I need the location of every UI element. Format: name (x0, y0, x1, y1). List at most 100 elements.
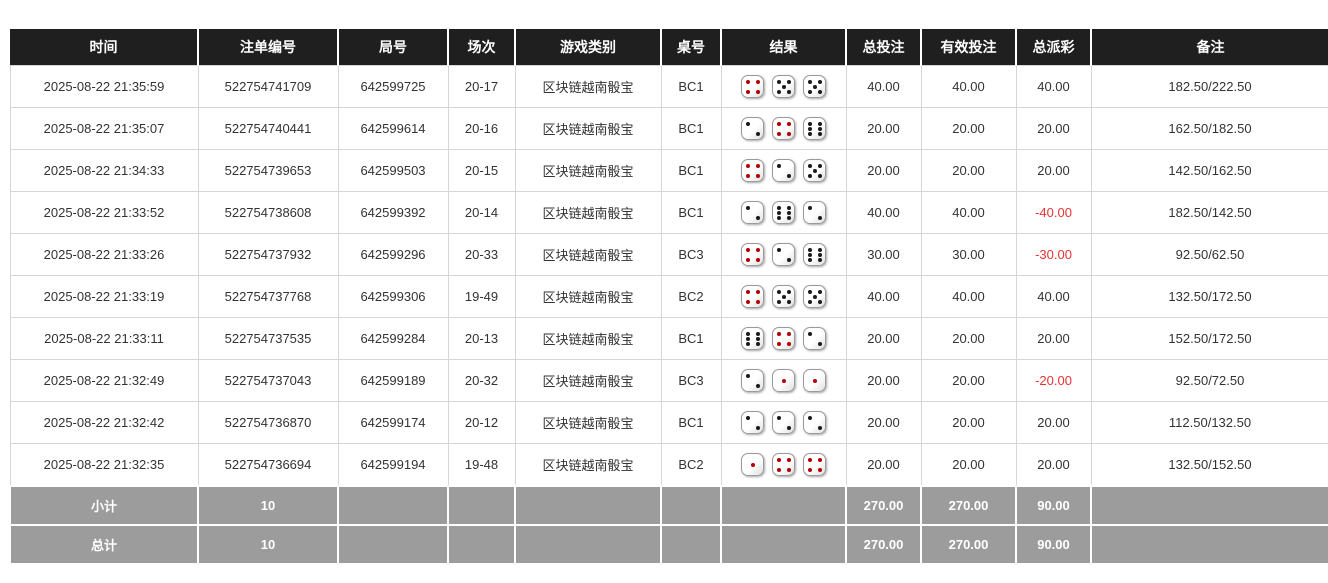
die-pip (807, 163, 812, 168)
die-pip (755, 383, 760, 388)
cell-valid-bet: 20.00 (920, 107, 1017, 150)
cell-total-bet: 40.00 (845, 275, 922, 318)
cell-table-number: BC1 (660, 107, 722, 150)
die-pip (781, 84, 786, 89)
cell-time: 2025-08-22 21:34:33 (9, 149, 199, 192)
dice-4-icon (741, 285, 764, 308)
cell-game-type: 区块链越南骰宝 (514, 149, 662, 192)
die-pip (776, 210, 781, 215)
dice-2-icon (803, 201, 826, 224)
cell-result-dice (720, 149, 847, 192)
table-row: 2025-08-22 21:33:11 522754737535 6425992… (9, 317, 1328, 360)
cell-bet-number: 522754737768 (197, 275, 339, 318)
cell-game-type: 区块链越南骰宝 (514, 233, 662, 276)
dice-5-icon (803, 75, 826, 98)
cell-valid-bet: 40.00 (920, 191, 1017, 234)
dice-4-icon (772, 453, 795, 476)
cell-valid-bet: 20.00 (920, 317, 1017, 360)
dice-5-icon (772, 75, 795, 98)
die-pip (745, 336, 750, 341)
summary-remark (1090, 524, 1328, 565)
dice-1-icon (772, 369, 795, 392)
die-pip (755, 89, 760, 94)
die-pip (812, 378, 817, 383)
summary-remark (1090, 485, 1328, 526)
die-pip (807, 121, 812, 126)
cell-session: 20-33 (447, 233, 516, 276)
dice-4-icon (772, 117, 795, 140)
cell-game-type: 区块链越南骰宝 (514, 191, 662, 234)
cell-total-payout: 20.00 (1015, 149, 1092, 192)
die-pip (807, 257, 812, 262)
cell-total-bet: 20.00 (845, 317, 922, 360)
die-pip (776, 467, 781, 472)
die-pip (786, 299, 791, 304)
die-pip (817, 79, 822, 84)
dice-5-icon (803, 159, 826, 182)
cell-bet-number: 522754741709 (197, 65, 339, 108)
die-pip (807, 331, 812, 336)
cell-round-number: 642599725 (337, 65, 449, 108)
cell-total-payout: 40.00 (1015, 65, 1092, 108)
header-session: 场次 (447, 29, 515, 66)
die-pip (745, 247, 750, 252)
cell-game-type: 区块链越南骰宝 (514, 401, 662, 444)
die-pip (786, 205, 791, 210)
header-round-number: 局号 (337, 29, 448, 66)
cell-session: 20-14 (447, 191, 516, 234)
cell-bet-number: 522754737535 (197, 317, 339, 360)
die-pip (745, 373, 750, 378)
dice-2-icon (741, 411, 764, 434)
summary-empty-cell (514, 524, 662, 565)
dice-4-icon (803, 453, 826, 476)
cell-game-type: 区块链越南骰宝 (514, 443, 662, 487)
die-pip (755, 299, 760, 304)
cell-result-dice (720, 317, 847, 360)
cell-table-number: BC3 (660, 233, 722, 276)
die-pip (755, 247, 760, 252)
die-pip (786, 89, 791, 94)
die-pip (807, 205, 812, 210)
cell-result-dice (720, 107, 847, 150)
die-pip (755, 215, 760, 220)
cell-bet-number: 522754736870 (197, 401, 339, 444)
cell-round-number: 642599284 (337, 317, 449, 360)
header-total-bet: 总投注 (845, 29, 921, 66)
summary-empty-cell (720, 524, 847, 565)
cell-total-bet: 20.00 (845, 107, 922, 150)
die-pip (817, 252, 822, 257)
die-pip (807, 79, 812, 84)
summary-row: 小计 10 270.00 270.00 90.00 (9, 485, 1328, 526)
die-pip (755, 336, 760, 341)
die-pip (807, 89, 812, 94)
die-pip (745, 289, 750, 294)
die-pip (776, 79, 781, 84)
cell-remark: 182.50/142.50 (1090, 191, 1328, 234)
die-pip (807, 415, 812, 420)
cell-remark: 92.50/72.50 (1090, 359, 1328, 402)
die-pip (745, 163, 750, 168)
cell-total-payout: -20.00 (1015, 359, 1092, 402)
summary-total-payout: 90.00 (1015, 524, 1092, 565)
cell-result-dice (720, 65, 847, 108)
cell-valid-bet: 20.00 (920, 401, 1017, 444)
die-pip (776, 299, 781, 304)
summary-label: 小计 (9, 485, 199, 526)
cell-remark: 152.50/172.50 (1090, 317, 1328, 360)
summary-empty-cell (447, 524, 516, 565)
cell-bet-number: 522754739653 (197, 149, 339, 192)
die-pip (745, 299, 750, 304)
die-pip (786, 467, 791, 472)
die-pip (807, 126, 812, 131)
table-header-row: 时间 注单编号 局号 场次 游戏类别 桌号 结果 总投注 有效投注 总派彩 备注 (10, 29, 1328, 66)
cell-remark: 162.50/182.50 (1090, 107, 1328, 150)
summary-row: 总计 10 270.00 270.00 90.00 (9, 524, 1328, 565)
die-pip (776, 131, 781, 136)
die-pip (755, 131, 760, 136)
die-pip (755, 79, 760, 84)
dice-2-icon (772, 411, 795, 434)
summary-count: 10 (197, 485, 339, 526)
die-pip (755, 173, 760, 178)
cell-total-bet: 20.00 (845, 401, 922, 444)
